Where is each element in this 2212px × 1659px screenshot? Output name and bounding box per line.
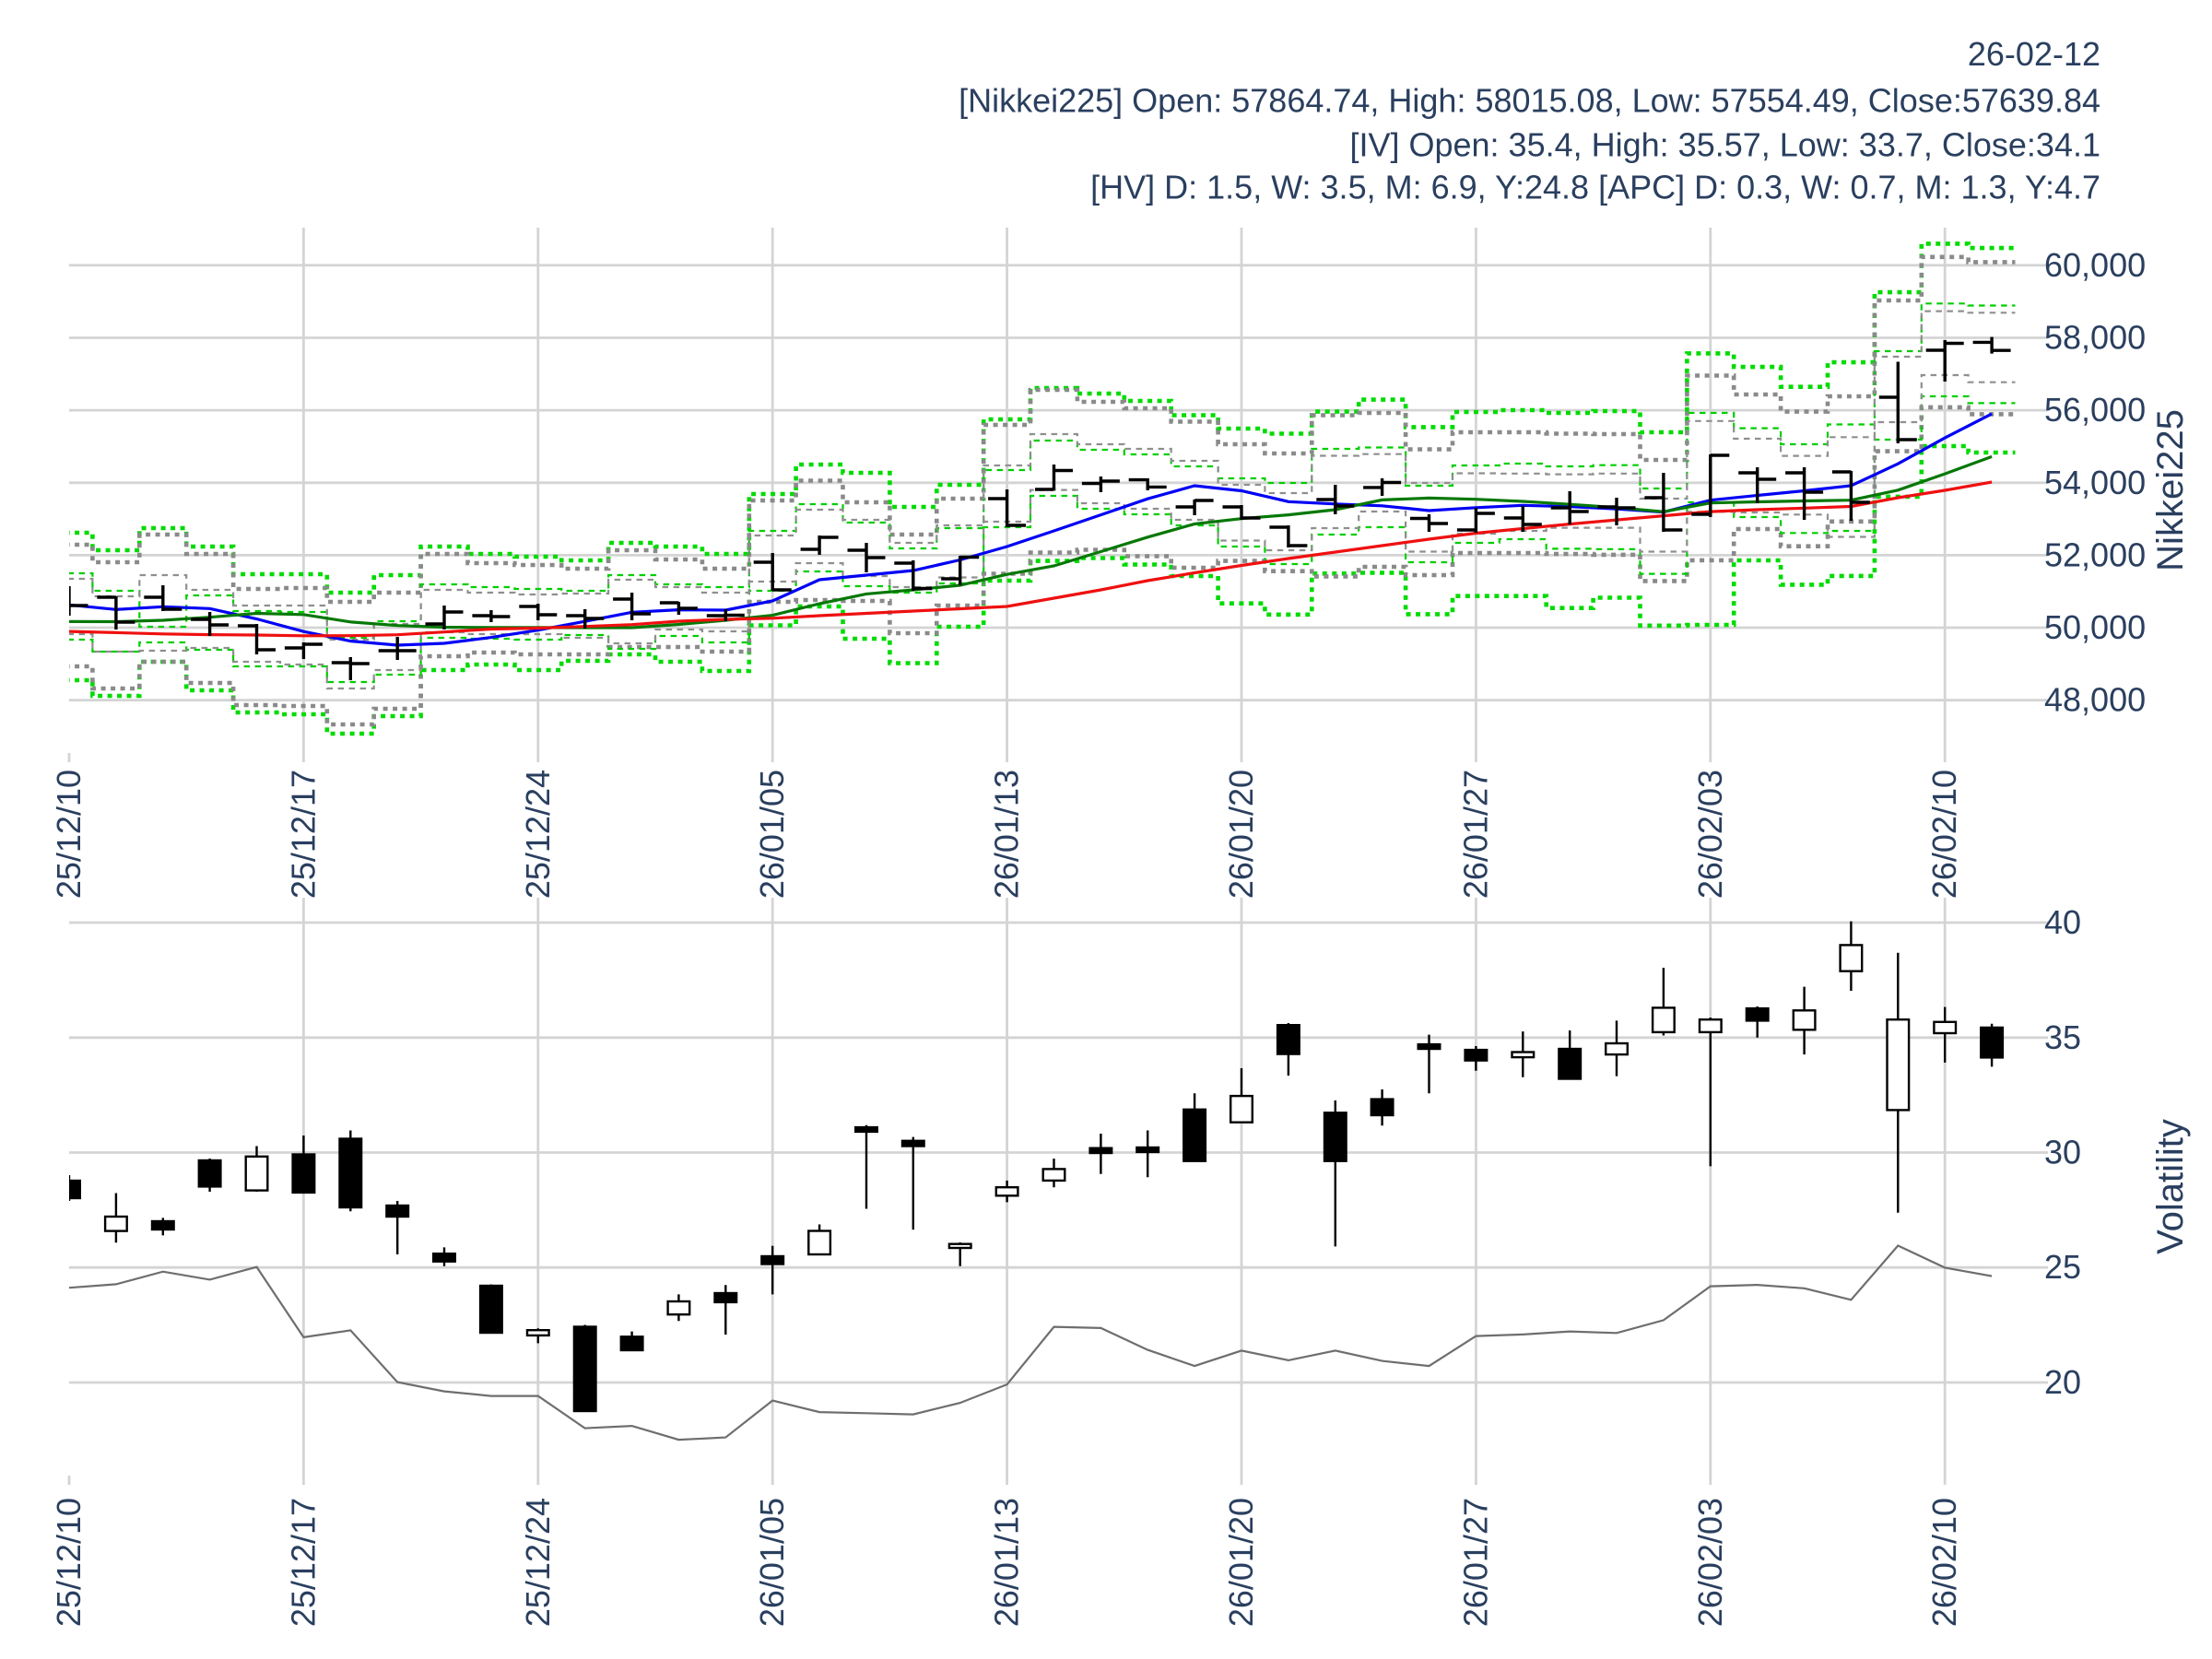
svg-text:26/01/27: 26/01/27 — [1456, 770, 1494, 899]
svg-text:25/12/24: 25/12/24 — [519, 770, 557, 899]
svg-text:50,000: 50,000 — [2044, 608, 2146, 646]
svg-text:26/01/20: 26/01/20 — [1222, 770, 1260, 899]
svg-text:25/12/10: 25/12/10 — [50, 770, 88, 899]
svg-text:26/02/03: 26/02/03 — [1691, 1498, 1729, 1627]
svg-text:[IV] Open: 35.4, High: 35.57,: [IV] Open: 35.4, High: 35.57, Low: 33.7,… — [1349, 125, 2100, 163]
svg-text:26/01/13: 26/01/13 — [988, 770, 1026, 899]
svg-text:30: 30 — [2044, 1134, 2081, 1171]
svg-text:25/12/10: 25/12/10 — [50, 1498, 88, 1627]
svg-text:20: 20 — [2044, 1363, 2081, 1401]
svg-text:25/12/17: 25/12/17 — [284, 1498, 322, 1627]
svg-text:52,000: 52,000 — [2044, 535, 2146, 573]
svg-text:25/12/17: 25/12/17 — [284, 770, 322, 899]
svg-text:35: 35 — [2044, 1018, 2081, 1056]
svg-text:54,000: 54,000 — [2044, 464, 2146, 501]
svg-text:26/01/20: 26/01/20 — [1222, 1498, 1260, 1627]
svg-text:[Nikkei225] Open: 57864.74, Hi: [Nikkei225] Open: 57864.74, High: 58015.… — [959, 82, 2100, 120]
svg-text:[HV] D: 1.5, W: 3.5, M: 6.9, Y: [HV] D: 1.5, W: 3.5, M: 6.9, Y:24.8 [APC… — [1090, 169, 2100, 206]
svg-text:26/01/27: 26/01/27 — [1456, 1498, 1494, 1627]
svg-text:26/01/05: 26/01/05 — [753, 770, 791, 899]
svg-text:48,000: 48,000 — [2044, 681, 2146, 719]
svg-text:60,000: 60,000 — [2044, 246, 2146, 284]
svg-text:40: 40 — [2044, 903, 2081, 941]
svg-text:26-02-12: 26-02-12 — [1968, 35, 2100, 73]
svg-text:25/12/24: 25/12/24 — [519, 1498, 557, 1627]
svg-text:26/02/10: 26/02/10 — [1925, 770, 1963, 899]
svg-text:26/02/10: 26/02/10 — [1925, 1498, 1963, 1627]
svg-text:Volatility: Volatility — [2150, 1119, 2191, 1254]
svg-text:56,000: 56,000 — [2044, 391, 2146, 429]
svg-text:26/01/13: 26/01/13 — [988, 1498, 1026, 1627]
svg-text:58,000: 58,000 — [2044, 319, 2146, 357]
svg-text:25: 25 — [2044, 1248, 2081, 1286]
svg-text:Nikkei225: Nikkei225 — [2150, 409, 2191, 571]
svg-text:26/02/03: 26/02/03 — [1691, 770, 1729, 899]
svg-text:26/01/05: 26/01/05 — [753, 1498, 791, 1627]
